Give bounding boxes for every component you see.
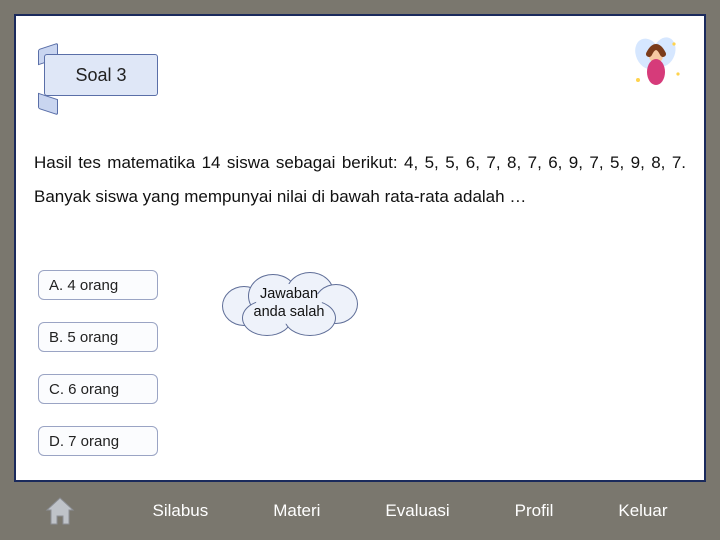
- feedback-line1: Jawaban: [260, 286, 318, 302]
- option-c[interactable]: C. 6 orang: [38, 374, 158, 404]
- nav-profil[interactable]: Profil: [515, 501, 554, 521]
- home-icon: [43, 494, 77, 528]
- option-d[interactable]: D. 7 orang: [38, 426, 158, 456]
- banner-curl-bottom: [38, 93, 58, 115]
- question-banner: Soal 3: [44, 48, 164, 118]
- nav-items: Silabus Materi Evaluasi Profil Keluar: [120, 501, 720, 521]
- nav-keluar[interactable]: Keluar: [618, 501, 667, 521]
- feedback-text: Jawaban anda salah: [214, 270, 364, 336]
- nav-silabus[interactable]: Silabus: [152, 501, 208, 521]
- question-text: Hasil tes matematika 14 siswa sebagai be…: [34, 146, 686, 214]
- feedback-cloud: Jawaban anda salah: [214, 270, 364, 336]
- nav-materi[interactable]: Materi: [273, 501, 320, 521]
- home-button[interactable]: [0, 494, 120, 528]
- nav-evaluasi[interactable]: Evaluasi: [385, 501, 449, 521]
- content-card: Soal 3 Hasil tes matematika 14 siswa seb…: [14, 14, 706, 482]
- options-list: A. 4 orang B. 5 orang C. 6 orang D. 7 or…: [38, 270, 168, 478]
- option-a[interactable]: A. 4 orang: [38, 270, 158, 300]
- fairy-icon: [626, 34, 686, 94]
- feedback-line2: anda salah: [254, 304, 325, 320]
- banner-title: Soal 3: [44, 54, 158, 96]
- option-b[interactable]: B. 5 orang: [38, 322, 158, 352]
- bottom-nav: Silabus Materi Evaluasi Profil Keluar: [0, 482, 720, 540]
